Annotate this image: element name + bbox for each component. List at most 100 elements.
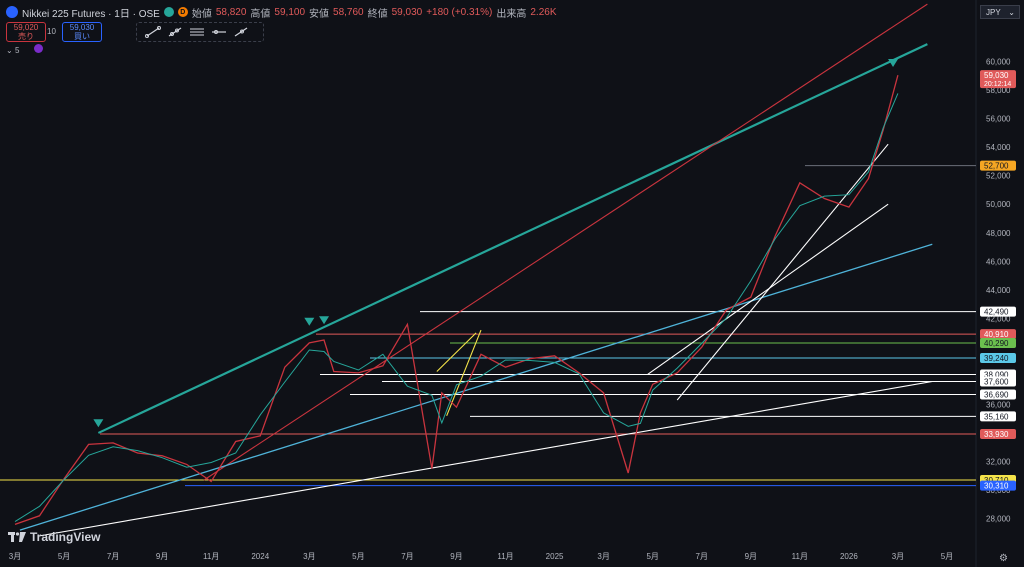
price-label-bg-12 — [980, 480, 1016, 491]
volume-value: 2.26K — [530, 6, 557, 18]
x-tick-label: 11月 — [497, 552, 513, 561]
x-tick-label: 3月 — [892, 552, 904, 561]
channel-line-middle — [647, 203, 889, 375]
sell-label: 売り — [18, 32, 34, 41]
sell-button[interactable]: 59,020 売り — [6, 22, 46, 42]
x-tick-label: 5月 — [352, 552, 364, 561]
high-label: 高値 — [250, 8, 271, 20]
price-label-11: 30,710 — [984, 476, 1009, 485]
y-tick-label: 58,000 — [986, 86, 1011, 95]
drawing-toolbar — [136, 22, 264, 42]
price-label-10: 33,930 — [984, 430, 1009, 439]
brand-name: TradingView — [30, 530, 101, 544]
change-value: +180 (+0.31%) — [426, 6, 493, 18]
x-tick-label: 5月 — [941, 552, 953, 561]
symbol-badge-icon — [6, 6, 18, 18]
y-tick-label: 60,000 — [986, 57, 1011, 66]
moving-average-line — [14, 93, 899, 523]
x-tick-label: 2026 — [840, 552, 858, 561]
parallel-channel-tool-icon[interactable] — [189, 26, 205, 38]
price-label-0: 59,030 — [984, 71, 1009, 80]
price-label-2: 42,490 — [984, 308, 1009, 317]
chart-header: Nikkei 225 Futures · 1日 · OSE D 始値 58,82… — [6, 4, 557, 20]
gear-icon[interactable]: ⚙ — [999, 553, 1008, 564]
indicator-count[interactable]: ⌄ 5 — [6, 46, 19, 55]
price-label-bg-8 — [980, 389, 1016, 400]
yellow-flag-line-upper — [436, 332, 477, 372]
x-tick-label: 11月 — [203, 552, 219, 561]
currency-value: JPY — [986, 8, 1001, 17]
price-label-12: 30,310 — [984, 482, 1009, 491]
extended-line-tool-icon[interactable] — [233, 26, 249, 38]
x-tick-label: 3月 — [597, 552, 609, 561]
x-tick-label: 7月 — [696, 552, 708, 561]
chart-title[interactable]: Nikkei 225 Futures · 1日 · OSE — [22, 8, 160, 20]
horizontal-line-tool-icon[interactable] — [211, 26, 227, 38]
y-tick-label: 52,000 — [986, 172, 1011, 181]
x-tick-label: 3月 — [303, 552, 315, 561]
y-tick-label: 36,000 — [986, 400, 1011, 409]
currency-select[interactable]: JPY ⌄ — [980, 5, 1020, 19]
marker-down-arrow-1 — [304, 317, 315, 326]
price-label-bg-1 — [980, 160, 1016, 171]
open-value: 58,820 — [215, 6, 247, 18]
x-tick-label: 2024 — [251, 552, 269, 561]
y-tick-label: 42,000 — [986, 315, 1011, 324]
volume-label: 出来高 — [496, 8, 527, 20]
x-tick-label: 9月 — [745, 552, 757, 561]
marker-down-arrow-0 — [93, 419, 104, 428]
price-label-bg-3 — [980, 329, 1016, 340]
x-tick-label: 5月 — [58, 552, 70, 561]
price-label-bg-5 — [980, 353, 1016, 364]
price-label-bg-10 — [980, 428, 1016, 439]
indicator-count-value: 5 — [14, 46, 20, 55]
y-tick-label: 46,000 — [986, 257, 1011, 266]
buy-button[interactable]: 59,030 買い — [62, 22, 102, 42]
x-tick-label: 7月 — [107, 552, 119, 561]
main-trend-line — [97, 43, 928, 434]
close-label: 終値 — [367, 8, 388, 20]
price-label-5: 39,240 — [984, 354, 1009, 363]
y-tick-label: 44,000 — [986, 286, 1011, 295]
price-label-4: 40,290 — [984, 339, 1009, 348]
yellow-flag-line — [446, 329, 482, 416]
y-tick-label: 54,000 — [986, 143, 1011, 152]
price-label-bg-2 — [980, 306, 1016, 317]
lower-support-line — [39, 380, 933, 537]
price-label-7: 37,600 — [984, 377, 1009, 386]
chevron-down-icon: ⌄ — [1008, 8, 1015, 17]
x-tick-label: 7月 — [401, 552, 413, 561]
y-tick-label: 48,000 — [986, 229, 1011, 238]
red-trend-line — [203, 3, 928, 481]
y-tick-label: 50,000 — [986, 200, 1011, 209]
ray-tool-icon[interactable] — [167, 26, 183, 38]
price-label-3: 40,910 — [984, 330, 1009, 339]
channel-line-lower — [676, 143, 889, 401]
trend-line-tool-icon[interactable] — [145, 26, 161, 38]
price-series-line — [14, 75, 899, 526]
price-label-9: 35,160 — [984, 412, 1009, 421]
price-label-bg-0 — [980, 70, 1016, 89]
x-tick-label: 5月 — [646, 552, 658, 561]
low-value: 58,760 — [333, 6, 364, 18]
blue-trend-line — [19, 243, 933, 531]
y-tick-label: 28,000 — [986, 515, 1011, 524]
x-tick-label: 11月 — [792, 552, 808, 561]
x-tick-label: 2025 — [546, 552, 564, 561]
tradingview-logo[interactable]: TradingView — [8, 530, 100, 544]
data-delay-icon[interactable]: D — [177, 7, 188, 17]
open-label: 始値 — [191, 8, 212, 20]
low-label: 安値 — [309, 8, 330, 20]
buy-price: 59,030 — [69, 23, 95, 32]
x-tick-label: 9月 — [156, 552, 168, 561]
price-label-8: 36,690 — [984, 390, 1009, 399]
indicator-settings-icon[interactable] — [34, 44, 43, 53]
market-status-icon[interactable] — [163, 7, 174, 17]
close-value: 59,030 — [391, 6, 423, 18]
high-value: 59,100 — [274, 6, 306, 18]
marker-down-arrow-2 — [319, 316, 330, 325]
y-tick-label: 32,000 — [986, 458, 1011, 467]
order-quantity[interactable]: 10 — [47, 27, 56, 36]
x-tick-label: 9月 — [450, 552, 462, 561]
